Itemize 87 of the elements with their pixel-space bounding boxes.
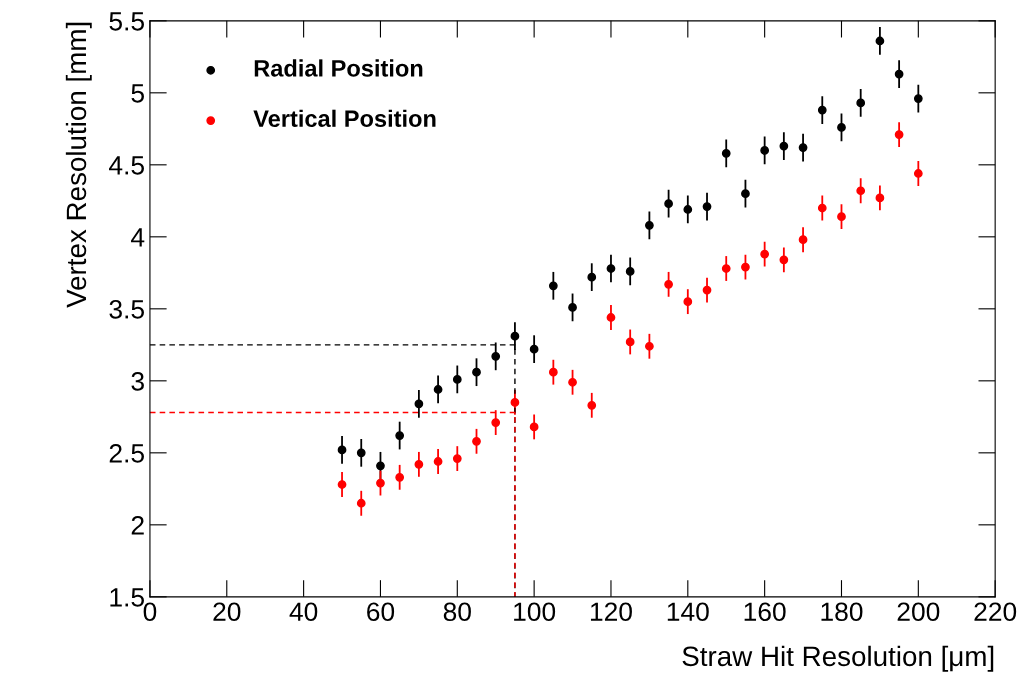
point — [760, 249, 770, 259]
y-tick-label: 2.5 — [109, 443, 144, 463]
x-tick-label: 20 — [213, 602, 241, 622]
x-tick-label: 80 — [443, 602, 471, 622]
x-tick-label: 0 — [143, 602, 157, 622]
point — [337, 445, 347, 455]
point — [721, 148, 731, 158]
y-tick-label: 5.5 — [109, 12, 144, 31]
point — [625, 337, 635, 347]
point — [529, 422, 539, 432]
point — [472, 367, 481, 377]
point — [645, 220, 654, 230]
point — [376, 461, 385, 471]
y-tick-label: 4 — [131, 228, 145, 247]
point — [837, 212, 846, 222]
point — [837, 123, 846, 132]
point — [472, 436, 481, 446]
x-tick-label: 60 — [367, 602, 395, 622]
point — [356, 448, 366, 458]
point — [587, 400, 597, 410]
point — [337, 480, 347, 489]
y-tick-label: 4.5 — [109, 156, 144, 175]
y-tick-label: 3.5 — [109, 299, 144, 319]
point — [779, 141, 789, 151]
point — [779, 255, 789, 265]
point — [568, 303, 577, 312]
point — [894, 130, 904, 139]
y-tick-label: 2 — [131, 515, 144, 535]
point — [875, 193, 885, 203]
point — [568, 377, 577, 387]
point — [664, 199, 673, 209]
x-tick-label: 160 — [744, 602, 786, 622]
point — [856, 186, 866, 196]
x-tick-label: 200 — [897, 602, 940, 622]
point — [894, 69, 904, 79]
point — [433, 457, 443, 466]
x-tick-label: 40 — [289, 602, 318, 622]
point — [856, 98, 866, 108]
point — [491, 418, 501, 427]
point — [702, 285, 712, 295]
point — [664, 279, 673, 289]
point — [913, 169, 923, 178]
x-axis-title: Straw Hit Resolution [μm] — [682, 645, 994, 672]
y-tick-label: 1.5 — [110, 588, 144, 607]
point — [817, 203, 827, 213]
point — [798, 143, 808, 152]
x-tick-label: 180 — [821, 602, 863, 622]
x-tick-label: 220 — [974, 602, 1017, 622]
point — [491, 351, 501, 361]
legend-label: Radial Position — [254, 59, 423, 77]
point — [721, 264, 731, 273]
x-tick-label: 140 — [667, 602, 709, 622]
point — [414, 399, 424, 409]
point — [395, 472, 405, 482]
point — [452, 454, 462, 463]
point — [548, 281, 558, 291]
point — [741, 189, 750, 198]
point — [683, 297, 693, 306]
point — [356, 498, 366, 508]
point — [913, 94, 923, 103]
point — [625, 267, 635, 276]
y-axis-title: Vertex Resolution [mm] — [65, 22, 92, 308]
point — [798, 235, 808, 245]
point — [683, 205, 693, 214]
point — [875, 36, 885, 46]
y-tick-label: 3 — [131, 371, 144, 391]
point — [452, 375, 462, 384]
point — [606, 264, 616, 273]
x-tick-label: 100 — [514, 602, 556, 622]
point — [395, 431, 405, 440]
point — [376, 478, 385, 488]
point — [433, 385, 443, 394]
point — [529, 344, 539, 354]
y-tick-label: 5 — [131, 84, 144, 103]
legend-label: Vertical Position — [253, 109, 436, 128]
point — [702, 202, 712, 211]
point — [817, 105, 827, 115]
point — [606, 313, 616, 322]
x-tick-label: 120 — [590, 602, 632, 622]
point — [510, 398, 520, 407]
point — [760, 146, 770, 155]
point — [587, 272, 597, 282]
point — [414, 459, 424, 469]
point — [645, 341, 654, 351]
point — [741, 262, 750, 272]
point — [510, 331, 520, 341]
point — [548, 367, 558, 377]
